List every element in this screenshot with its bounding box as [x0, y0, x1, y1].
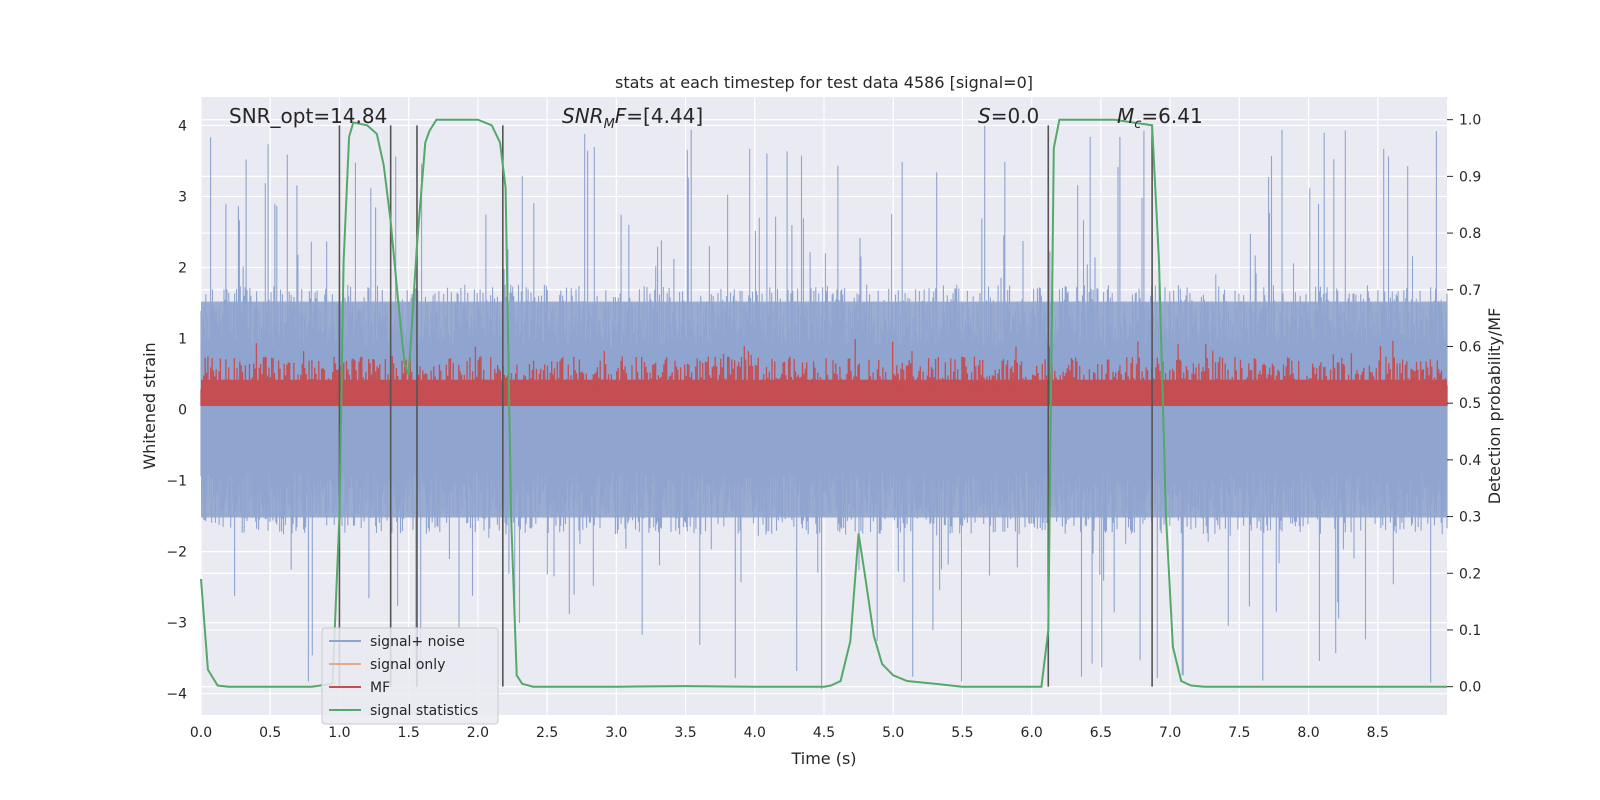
snr-mf-rest: =[4.44]	[626, 104, 703, 128]
snr-mf-sub: M	[604, 117, 615, 132]
y-tick-labels: 4 3 2 1 0 −1 −2 −3 −4	[166, 118, 187, 702]
y-tick-label: −1	[166, 474, 187, 490]
y-right-tick-label: 0.7	[1459, 283, 1481, 299]
x-tick-label: 3.0	[605, 725, 627, 741]
y-right-tick-label: 0.8	[1459, 226, 1481, 242]
y-right-tick-label: 0.2	[1459, 566, 1481, 582]
y-tick-label: −4	[166, 687, 187, 703]
x-tick-label: 4.5	[813, 725, 835, 741]
s-base: S	[978, 104, 991, 128]
annotation-snr-opt: SNR_opt=14.84	[229, 104, 387, 128]
x-tick-label: 0.5	[259, 725, 281, 741]
signal-noise-series	[200, 125, 1448, 689]
x-tick-label: 5.5	[951, 725, 973, 741]
y-right-tick-labels: 1.0 0.9 0.8 0.7 0.6 0.5 0.4 0.3 0.2 0.1 0.0	[1447, 113, 1481, 696]
y-tick-label: −3	[166, 616, 187, 632]
y-right-tick-label: 0.1	[1459, 623, 1481, 639]
legend-box	[321, 627, 499, 725]
signal-statistics-series	[200, 118, 1447, 688]
y-right-tick-label: 1.0	[1459, 113, 1481, 129]
snr-mf-rest-italic: F	[615, 104, 627, 128]
x-tick-label: 2.0	[467, 725, 489, 741]
x-tick-label: 4.0	[744, 725, 766, 741]
x-tick-label: 6.0	[1021, 725, 1043, 741]
x-tick-label: 5.0	[882, 725, 904, 741]
snr-mf-base: SNR	[562, 104, 604, 128]
x-tick-label: 7.0	[1159, 725, 1181, 741]
s-rest: =0.0	[991, 104, 1040, 128]
y-right-tick-label: 0.3	[1459, 510, 1481, 526]
y-tick-label: 3	[178, 189, 187, 205]
y-tick-label: 1	[178, 332, 187, 348]
legend-label: MF	[370, 680, 390, 696]
y-right-tick-label: 0.6	[1459, 339, 1481, 355]
mc-sub: c	[1134, 117, 1141, 132]
mc-rest: =6.41	[1141, 104, 1202, 128]
x-tick-label: 6.5	[1090, 725, 1112, 741]
y-tick-label: 2	[178, 260, 187, 276]
x-tick-label: 2.5	[536, 725, 558, 741]
x-tick-label: 0.0	[190, 725, 212, 741]
x-tick-label: 7.5	[1228, 725, 1250, 741]
legend-label: signal statistics	[370, 703, 478, 719]
y-tick-label: 4	[178, 118, 187, 134]
legend: signal+ noise signal only MF signal statist…	[321, 627, 499, 725]
x-tick-labels: 0.0 0.5 1.0 1.5 2.0 2.5 3.0 3.5 4.0 4.5 5.0 5.5 6.0 6…	[190, 725, 1389, 741]
annotation-mc: Mc=6.41	[1117, 104, 1203, 132]
x-tick-label: 8.0	[1297, 725, 1319, 741]
chart-title: stats at each timestep for test data 458…	[615, 73, 1033, 92]
annotation-snr-mf: SNRMF=[4.44]	[562, 104, 703, 132]
y-right-axis-label: Detection probability/MF	[1485, 308, 1504, 505]
x-axis-label: Time (s)	[790, 749, 856, 768]
mc-base: M	[1117, 104, 1134, 128]
y-right-tick-label: 0.0	[1459, 680, 1481, 696]
x-tick-label: 3.5	[674, 725, 696, 741]
y-tick-label: 0	[178, 403, 187, 419]
y-tick-label: −2	[166, 545, 187, 561]
x-tick-label: 1.0	[328, 725, 350, 741]
y-right-tick-label: 0.9	[1459, 169, 1481, 185]
y-right-tick-label: 0.4	[1459, 453, 1481, 469]
signal-statistics-line	[200, 118, 1447, 688]
legend-label: signal+ noise	[370, 634, 465, 650]
y-axis-label: Whitened strain	[140, 342, 159, 469]
x-tick-label: 1.5	[398, 725, 420, 741]
x-tick-label: 8.5	[1367, 725, 1389, 741]
legend-label: signal only	[370, 657, 445, 673]
y-right-tick-label: 0.5	[1459, 396, 1481, 412]
annotation-s: S=0.0	[978, 104, 1039, 128]
vertical-markers	[338, 125, 1153, 687]
